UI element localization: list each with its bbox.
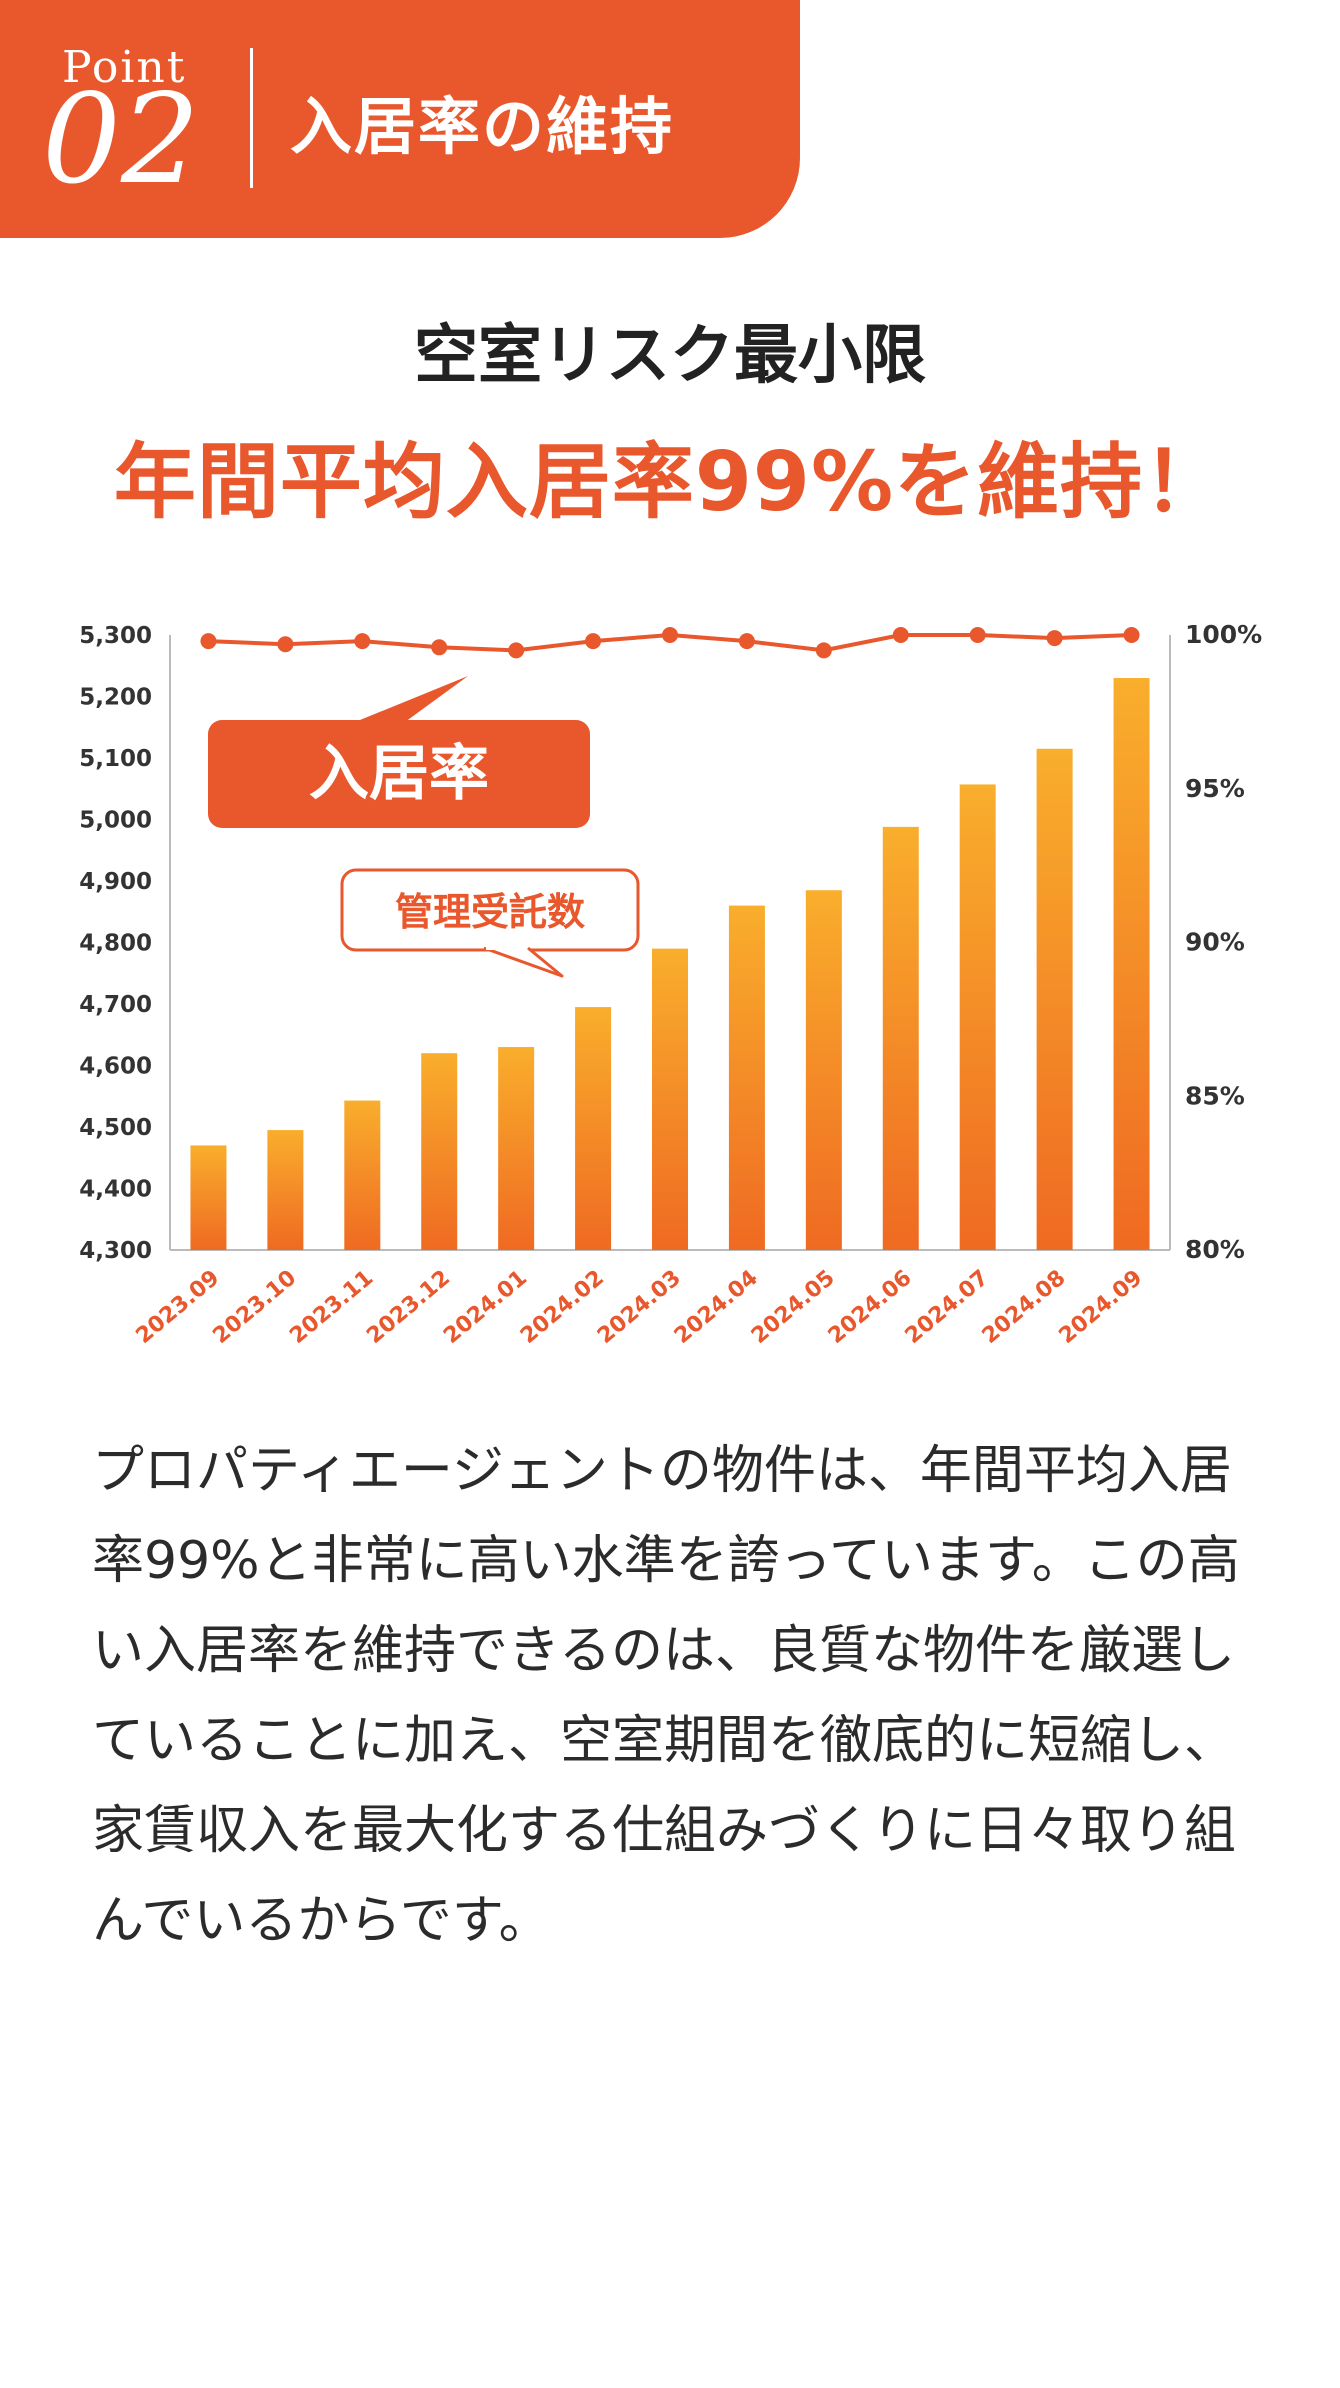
bar — [267, 1130, 304, 1250]
header-divider — [250, 48, 253, 188]
bar — [959, 784, 996, 1250]
x-axis-tick-label: 2024.06 — [824, 1265, 917, 1349]
count-callout-label: 管理受託数 — [395, 890, 585, 934]
bar — [882, 826, 919, 1250]
right-axis-tick-label: 100% — [1185, 620, 1262, 649]
rate-point — [431, 639, 448, 656]
left-axis-tick-label: 5,100 — [79, 746, 152, 772]
headline: 年間平均入居率99%を維持！ — [113, 435, 1227, 530]
bar — [190, 1145, 227, 1250]
left-axis-tick-label: 5,000 — [79, 808, 152, 834]
x-axis-tick-label: 2023.09 — [131, 1265, 224, 1349]
subheading: 空室リスク最小限 — [414, 319, 926, 393]
bar — [421, 1053, 458, 1250]
x-axis-tick-label: 2023.11 — [285, 1265, 378, 1349]
bar — [1113, 678, 1150, 1250]
rate-point — [585, 633, 602, 650]
bar — [652, 948, 688, 1250]
bar-series — [190, 678, 1150, 1250]
rate-callout: 入居率 — [208, 676, 590, 828]
rate-callout-label: 入居率 — [309, 739, 489, 809]
x-axis-tick-label: 2023.10 — [208, 1265, 301, 1349]
bar — [1036, 748, 1073, 1250]
rate-point — [1123, 627, 1140, 643]
x-axis-tick-label: 2024.01 — [439, 1265, 532, 1349]
left-axis-tick-label: 4,500 — [79, 1115, 152, 1141]
rate-point — [354, 633, 371, 650]
bar — [805, 890, 842, 1250]
x-axis-tick-label: 2024.03 — [593, 1265, 686, 1349]
bar — [575, 1007, 612, 1250]
x-axis-tick-label: 2024.04 — [670, 1265, 763, 1349]
count-callout: 管理受託数 — [340, 868, 640, 978]
rate-callout-box — [208, 720, 590, 828]
occupancy-chart: 5,300 5,200 5,100 5,000 4,900 4,800 4,700 4,600… — [79, 620, 1262, 1349]
left-axis-tick-label: 4,300 — [79, 1238, 152, 1264]
rate-point — [892, 627, 909, 643]
point-label: Point — [62, 42, 187, 93]
right-axis-tick-label: 95% — [1185, 774, 1245, 803]
left-axis-tick-label: 4,400 — [79, 1177, 152, 1203]
rate-point — [662, 627, 678, 643]
left-axis-tick-label: 4,600 — [79, 1054, 152, 1080]
left-axis-tick-label: 4,800 — [79, 931, 152, 957]
x-axis-tick-label: 2024.09 — [1055, 1265, 1148, 1349]
bar — [728, 905, 765, 1250]
section-title: 入居率の維持 — [290, 90, 675, 163]
rate-point — [738, 633, 755, 650]
left-axis-tick-label: 5,200 — [79, 685, 152, 711]
rate-point — [277, 636, 294, 653]
x-axis-tick-label: 2023.12 — [362, 1265, 455, 1349]
left-axis-tick-label: 4,900 — [79, 869, 152, 895]
rate-callout-pointer — [360, 676, 468, 722]
rate-point — [200, 633, 217, 650]
rate-point — [508, 642, 525, 659]
point-number: 02 — [42, 68, 200, 212]
count-callout-pointer — [483, 946, 564, 978]
left-axis-tick-label: 5,300 — [79, 623, 152, 649]
x-axis-tick-label: 2024.08 — [978, 1265, 1071, 1349]
rate-point — [1046, 630, 1063, 647]
bar — [344, 1100, 381, 1250]
point-header-tab: Point 02 入居率の維持 — [0, 0, 800, 238]
x-axis-tick-label: 2024.07 — [901, 1265, 994, 1349]
bar — [498, 1047, 535, 1250]
right-axis-tick-label: 80% — [1185, 1235, 1245, 1264]
rate-point — [969, 627, 986, 643]
line-series — [200, 627, 1140, 659]
x-axis-tick-label: 2024.05 — [747, 1265, 840, 1349]
left-axis-tick-label: 4,700 — [79, 992, 152, 1018]
right-axis-tick-label: 85% — [1185, 1081, 1245, 1110]
x-axis-tick-label: 2024.02 — [516, 1265, 609, 1349]
body-paragraph: プロパティエージェントの物件は、年間平均入居率99%と非常に高い水準を誇っていま… — [92, 1441, 1240, 1951]
rate-point — [815, 642, 832, 659]
right-axis-tick-label: 90% — [1185, 928, 1245, 957]
